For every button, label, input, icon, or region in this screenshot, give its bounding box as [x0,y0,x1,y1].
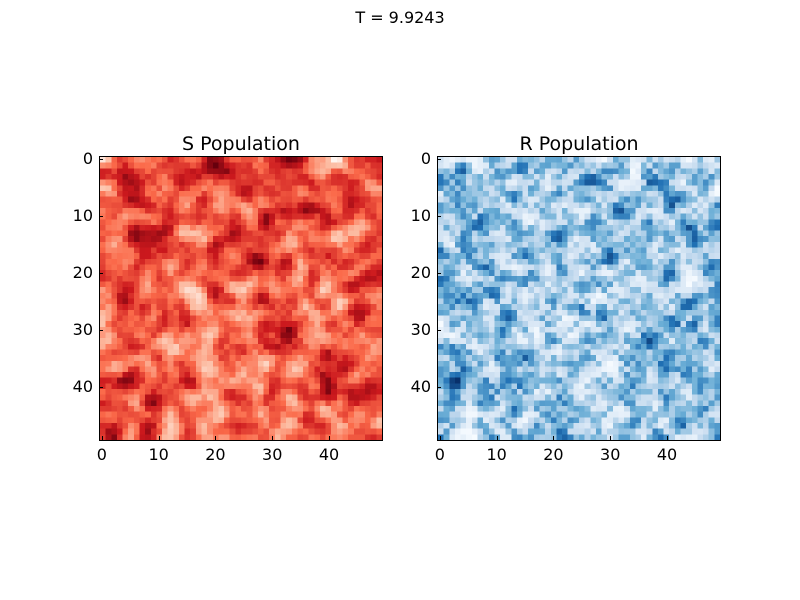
s-population-ytick-mark [99,158,103,160]
s-population-ytick-mark [99,329,103,331]
r-population-ytick-mark [437,215,441,217]
s-population-xtick-mark [101,436,103,440]
s-population-xtick-mark [329,436,331,440]
r-population-xtick-mark [496,436,498,440]
s-population-title: S Population [182,133,300,155]
r-population-ytick-mark [437,158,441,160]
r-population-xtick-mark [439,436,441,440]
s-population-xtick-label: 40 [318,445,340,464]
r-population-xtick-label: 20 [543,445,564,464]
r-population-xtick-mark [667,436,669,440]
s-population-xtick-label: 20 [205,445,226,464]
r-population-xtick-label: 40 [656,445,678,464]
r-population-ytick-mark [437,329,441,331]
r-population-ytick-label: 20 [410,262,431,282]
s-population-ytick-label: 30 [72,319,93,339]
r-population-ytick-mark [437,272,441,274]
r-population-ytick-label: 0 [420,148,431,168]
s-population-heatmap [99,156,383,441]
r-population-ytick-mark [437,386,441,388]
s-population-ytick-label: 10 [72,205,93,225]
r-population-xtick-mark [610,436,612,440]
r-population-xtick-mark [553,436,555,440]
s-population-ytick-label: 40 [72,376,93,396]
s-population-ytick-mark [99,386,103,388]
r-population-grid [438,157,720,440]
s-population-ytick-label: 0 [82,148,93,168]
r-population-xtick-label: 0 [434,445,445,464]
s-population-xtick-label: 30 [262,445,283,464]
r-population-ytick-label: 40 [410,376,431,396]
r-population-xtick-label: 10 [486,445,507,464]
s-population-xtick-mark [272,436,274,440]
s-population-xtick-label: 10 [148,445,169,464]
s-population-xtick-mark [158,436,160,440]
r-population-ytick-label: 30 [410,319,431,339]
r-population-ytick-label: 10 [410,205,431,225]
r-population-xtick-label: 30 [600,445,621,464]
s-population-xtick-mark [215,436,217,440]
r-population-heatmap [437,156,721,441]
s-population-ytick-mark [99,272,103,274]
s-population-ytick-mark [99,215,103,217]
figure-suptitle: T = 9.9243 [355,8,445,27]
s-population-xtick-label: 0 [96,445,107,464]
s-population-grid [100,157,382,440]
s-population-ytick-label: 20 [72,262,93,282]
r-population-title: R Population [519,133,639,155]
